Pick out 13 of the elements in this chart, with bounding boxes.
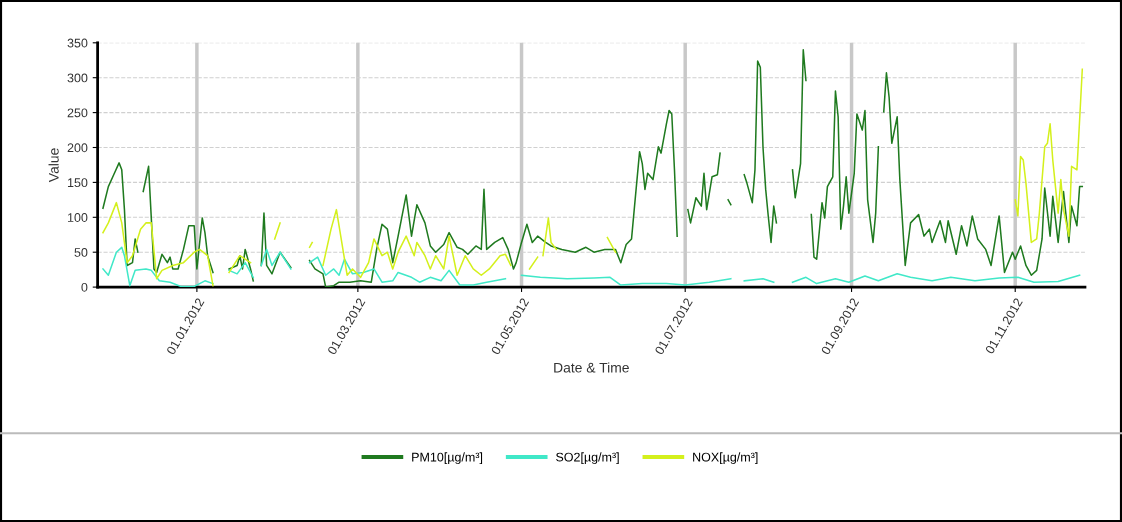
y-tick-label: 100: [67, 213, 88, 222]
y-tick-label: 300: [67, 73, 88, 83]
y-tick-label: 0: [81, 282, 88, 292]
y-tick-label: 350: [67, 38, 88, 48]
y-tick-label: 200: [67, 143, 88, 153]
legend-label: NOX[µg/m³]: [693, 452, 758, 464]
y-tick-label: 250: [67, 108, 88, 118]
y-tick-label: 150: [67, 178, 88, 188]
legend-label: SO2[µg/m³]: [556, 452, 619, 464]
x-axis-title: Date & Time: [554, 362, 629, 373]
y-axis-title: Value: [48, 148, 59, 183]
y-tick-label: 50: [74, 248, 88, 257]
legend-label: PM10[µg/m³]: [412, 452, 483, 464]
